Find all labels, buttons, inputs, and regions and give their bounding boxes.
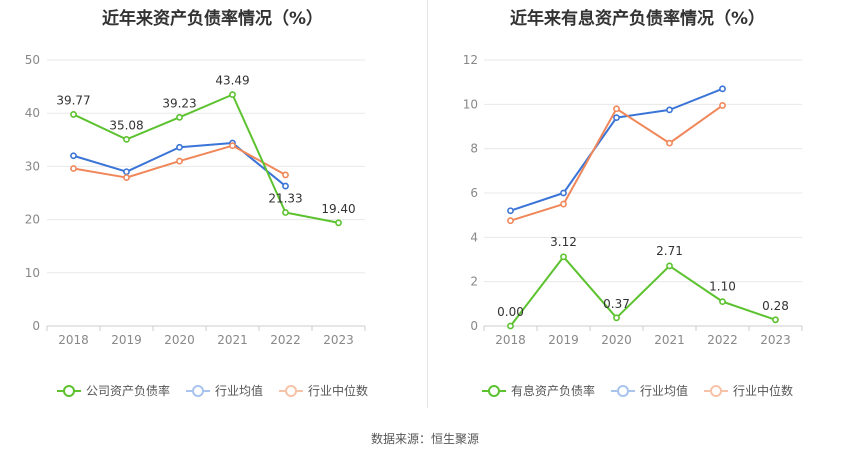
data-point [123, 135, 130, 143]
data-label: 2.71 [656, 244, 683, 258]
data-point [229, 142, 236, 150]
right-chart-title: 近年来有息资产负债率情况（%） [509, 9, 766, 29]
legend-swatch-blue-icon [610, 384, 635, 397]
data-point [666, 139, 673, 147]
data-point [772, 316, 779, 324]
x-tick-label: 2020 [164, 333, 195, 347]
data-label: 0.37 [603, 297, 630, 311]
data-point [335, 219, 342, 227]
y-tick-label: 0 [32, 319, 40, 333]
data-point [176, 157, 183, 165]
data-point [560, 189, 567, 197]
legend-label: 行业均值 [214, 384, 263, 398]
legend-label: 行业中位数 [733, 384, 794, 398]
x-tick-label: 2018 [58, 333, 89, 347]
data-label: 0.00 [497, 305, 524, 319]
x-tick-label: 2023 [323, 333, 354, 347]
x-tick-label: 2019 [548, 333, 579, 347]
data-point [719, 102, 726, 109]
left-chart-title: 近年来资产负债率情况（%） [101, 9, 324, 29]
y-tick-label: 6 [470, 186, 478, 200]
data-point [560, 253, 567, 261]
data-point [613, 105, 620, 113]
y-tick-label: 10 [463, 97, 478, 111]
data-point [176, 143, 183, 151]
legend-item-company-ratio[interactable]: 公司资产负债率 [56, 382, 170, 399]
data-point [123, 174, 130, 181]
series-line [510, 104, 724, 222]
data-source-note: 数据来源：恒生聚源 [370, 432, 479, 446]
legend-label: 公司资产负债率 [85, 384, 170, 398]
x-tick-label: 2020 [601, 333, 632, 347]
legend-swatch-blue-icon [185, 384, 210, 397]
data-point [70, 165, 77, 172]
data-point [176, 113, 183, 121]
y-tick-label: 2 [470, 275, 478, 289]
data-point [507, 322, 514, 330]
data-point [613, 114, 620, 122]
legend-swatch-green-icon [481, 384, 506, 397]
y-tick-label: 40 [25, 106, 40, 120]
legend-item-industry-mean[interactable]: 行业均值 [185, 382, 263, 399]
x-tick-label: 2023 [760, 333, 791, 347]
y-tick-label: 50 [25, 53, 40, 67]
legend-swatch-orange-icon [279, 384, 303, 397]
series-line [73, 93, 339, 224]
right-chart-legend: 有息资产负债率 行业均值 行业中位数 [425, 382, 850, 399]
data-point [282, 182, 289, 190]
data-point [123, 168, 130, 176]
legend-label: 行业中位数 [308, 384, 369, 398]
y-tick-label: 4 [470, 230, 478, 244]
data-point [70, 111, 77, 118]
data-label: 0.28 [762, 299, 789, 313]
y-tick-label: 0 [470, 319, 478, 333]
x-tick-label: 2022 [707, 333, 738, 347]
x-tick-label: 2022 [270, 333, 301, 347]
data-point [282, 209, 289, 216]
y-tick-label: 10 [25, 266, 40, 280]
left-chart-panel: 近年来资产负债率情况（%） 0 10 20 30 40 50 2018 2019 2020 202… [0, 0, 425, 420]
data-point [70, 152, 77, 160]
legend-label: 有息资产负债率 [510, 384, 595, 398]
data-point [666, 106, 673, 114]
data-label: 39.77 [56, 93, 90, 107]
data-label: 3.12 [550, 235, 577, 249]
series-line [509, 255, 776, 327]
x-tick-label: 2021 [217, 333, 248, 347]
legend-swatch-orange-icon [704, 384, 728, 397]
y-tick-label: 12 [463, 53, 478, 67]
legend-item-industry-mean[interactable]: 行业均值 [610, 382, 688, 399]
right-chart-plot: 0 2 4 6 8 10 12 2018 2019 2020 2021 2022 2023 0.00 3.1… [463, 53, 803, 347]
data-point [719, 298, 726, 306]
data-point [507, 207, 514, 215]
legend-item-industry-median[interactable]: 行业中位数 [704, 382, 793, 399]
data-point [560, 200, 567, 208]
x-tick-label: 2021 [654, 333, 685, 347]
data-point [613, 314, 620, 322]
data-point [666, 262, 673, 270]
data-point [507, 217, 514, 225]
data-label: 43.49 [215, 74, 249, 88]
data-label: 39.23 [162, 96, 196, 110]
data-label: 19.40 [321, 202, 355, 216]
data-label: 35.08 [109, 118, 143, 132]
data-point [282, 171, 289, 179]
legend-swatch-green-icon [56, 384, 81, 397]
legend-item-interest-ratio[interactable]: 有息资产负债率 [481, 382, 595, 399]
data-point [719, 85, 726, 93]
y-tick-label: 30 [25, 159, 40, 173]
legend-item-industry-median[interactable]: 行业中位数 [279, 382, 368, 399]
right-chart-panel: 近年来有息资产负债率情况（%） 0 2 4 6 8 10 12 2018 2019 2020 202… [425, 0, 850, 420]
data-point [229, 91, 236, 99]
left-chart-legend: 公司资产负债率 行业均值 行业中位数 [0, 382, 425, 399]
y-tick-label: 20 [25, 213, 40, 227]
legend-label: 行业均值 [639, 384, 688, 398]
left-chart-plot: 0 10 20 30 40 50 2018 2019 2020 2021 2022 2023 39.77… [25, 53, 366, 347]
data-label: 21.33 [268, 192, 302, 206]
x-tick-label: 2019 [111, 333, 142, 347]
y-tick-label: 8 [470, 142, 478, 156]
x-tick-label: 2018 [495, 333, 526, 347]
data-label: 1.10 [709, 280, 736, 294]
panel-divider [427, 0, 428, 408]
